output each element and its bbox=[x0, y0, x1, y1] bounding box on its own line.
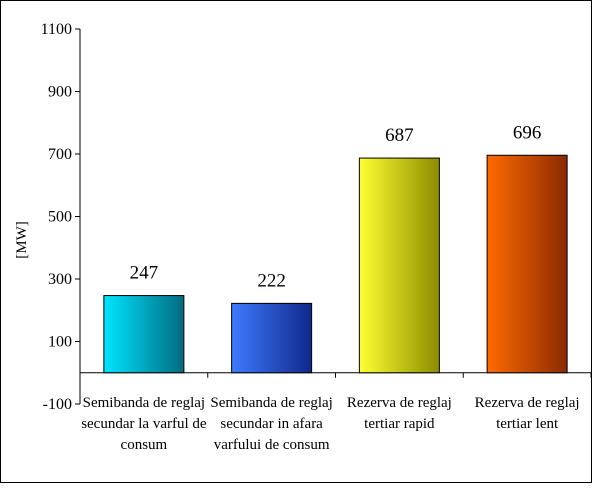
y-tick-label: 900 bbox=[48, 84, 72, 101]
bar-value-label: 687 bbox=[385, 125, 414, 146]
bar bbox=[231, 302, 313, 374]
category-label-line: Rezerva de reglaj bbox=[475, 395, 580, 411]
bar bbox=[103, 295, 185, 374]
category-label-line: tertiar rapid bbox=[364, 416, 435, 432]
y-tick-label: 300 bbox=[48, 271, 72, 288]
bar-value-label: 696 bbox=[513, 122, 542, 143]
bar-value-label: 222 bbox=[257, 270, 286, 291]
y-tick-label: 500 bbox=[48, 209, 72, 226]
bar bbox=[358, 157, 440, 374]
y-tick-label: 100 bbox=[48, 334, 72, 351]
category-label-line: Semibanda de reglaj bbox=[210, 395, 332, 411]
bar-value-label: 247 bbox=[130, 263, 159, 284]
category-label: Semibanda de reglaj secundar in afara varf… bbox=[210, 395, 332, 453]
y-axis-title: [MW] bbox=[14, 221, 30, 259]
category-label-line: Rezerva de reglaj bbox=[347, 395, 452, 411]
category-label-line: secundar in afara bbox=[220, 416, 323, 432]
category-label: Semibanda de reglaj secundar la varful de… bbox=[81, 395, 207, 453]
category-label-line: Semibanda de reglaj bbox=[83, 395, 205, 411]
category-label-line: consum bbox=[121, 437, 168, 453]
category-label: Rezerva de reglaj tertiar rapid bbox=[347, 395, 452, 432]
category-label: Rezerva de reglaj tertiar lent bbox=[475, 395, 580, 432]
y-tick-label: 1100 bbox=[41, 21, 72, 38]
y-tick-label: -100 bbox=[43, 396, 72, 413]
category-label-line: tertiar lent bbox=[496, 416, 559, 432]
category-label-line: secundar la varful de bbox=[81, 416, 207, 432]
category-label-line: varfului de consum bbox=[214, 437, 330, 453]
bar bbox=[486, 154, 568, 374]
y-tick-label: 700 bbox=[48, 146, 72, 163]
